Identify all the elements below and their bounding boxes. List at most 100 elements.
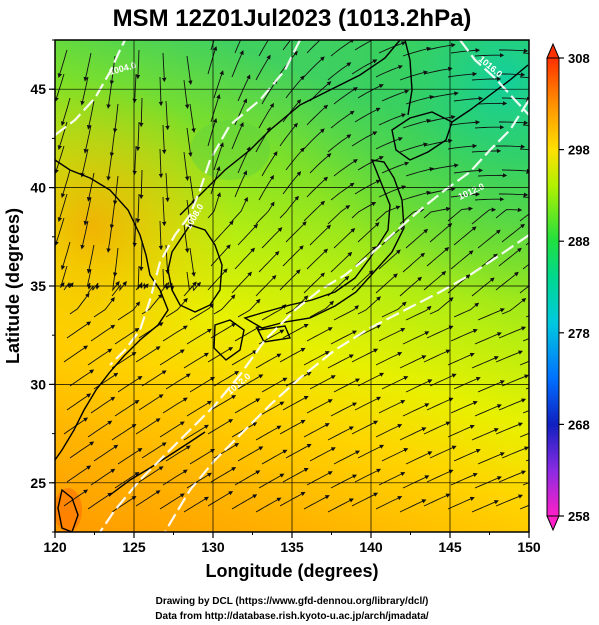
streamline [87,420,113,438]
streamline [60,265,68,288]
streamline [354,179,381,195]
streamline [106,223,113,253]
streamline [327,134,352,153]
streamline [66,393,92,411]
y-tick-label: 40 [30,180,46,196]
streamline [189,247,196,277]
streamline [60,169,71,199]
colorbar-tick-label: 258 [568,509,590,524]
streamline [309,153,332,174]
streamline [402,403,430,417]
streamline [306,104,329,126]
streamline [496,72,526,77]
streamline [498,470,527,483]
streamline [69,369,95,387]
streamline [477,308,505,321]
streamline [426,397,454,411]
streamline [375,496,403,510]
streamline [498,247,522,267]
streamline [495,207,523,219]
streamline [83,52,92,82]
streamline [161,124,167,155]
streamline [429,91,459,99]
streamline [213,371,240,387]
streamline [132,217,137,248]
streamline [210,244,231,267]
streamline [354,246,377,267]
streamline [231,122,244,150]
streamline [426,247,450,267]
streamline [111,423,137,441]
streamline [186,55,193,86]
streamline [405,228,429,249]
streamline [234,398,261,414]
streamline [285,75,305,99]
streamline [165,100,170,131]
streamline [285,221,307,243]
streamline [135,49,141,80]
streamline [66,465,92,483]
streamline [447,71,478,78]
streamline [141,370,167,387]
streamline [453,448,481,462]
streamline [519,148,529,151]
streamline [333,378,361,393]
streamline [375,205,401,222]
streamline [135,121,141,152]
streamline [255,425,282,441]
streamline [210,166,221,195]
x-tick-label: 125 [122,539,146,555]
streamline [330,474,358,489]
streamline [258,473,285,489]
streamline [519,504,529,510]
streamline [357,444,385,459]
streamline [399,276,422,297]
streamline [429,163,459,171]
streamline [231,196,248,222]
streamline [399,355,427,369]
streamline [519,213,529,222]
streamline [213,70,224,99]
streamline [330,40,355,57]
streamline [158,220,164,251]
streamline [450,48,481,54]
streamline [423,271,447,291]
streamline [309,375,336,390]
streamline [501,168,529,174]
streamline [255,353,282,369]
streamline [139,169,144,200]
colorbar-tick-label: 268 [568,417,590,432]
streamline [357,222,380,243]
x-axis: 120 125 130 135 140 145 150 [43,532,541,555]
streamline [189,448,216,465]
streamline [112,247,119,278]
streamline [87,348,113,366]
streamline [159,281,175,294]
streamline [261,377,288,393]
isobars [55,40,529,532]
streamline [378,400,406,414]
streamline [499,192,529,197]
streamline [378,185,407,198]
streamline [426,325,454,339]
streamline [450,192,481,198]
coast-sakhalin [404,40,413,116]
streamline [161,196,167,227]
streamline [378,249,401,270]
streamline [165,445,191,462]
y-axis-label: Latitude (degrees) [3,208,23,364]
streamline [351,492,379,507]
streamline [139,97,144,128]
streamline [354,107,381,123]
streamline [207,491,234,507]
streamline [213,294,236,315]
streamline [402,252,425,273]
colorbar-tick-label: 278 [568,326,590,341]
streamline [402,331,430,345]
streamline [237,374,264,390]
streamline [477,101,508,106]
streamline [495,350,523,363]
streamline [207,45,218,75]
streamline [306,248,329,270]
